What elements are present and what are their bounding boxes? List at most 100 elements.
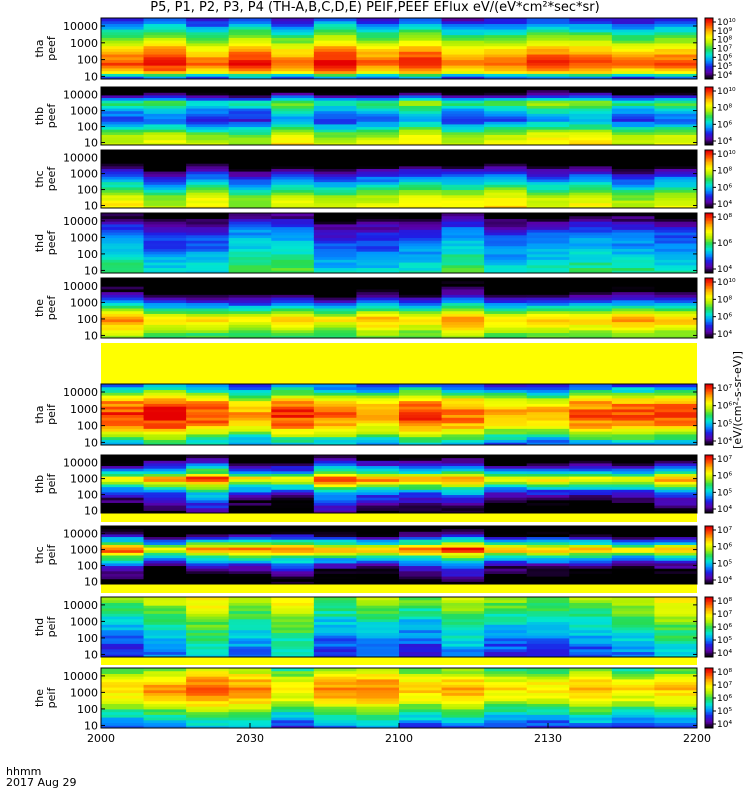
colorbar-step [705, 677, 713, 679]
heatmap-cell [271, 714, 315, 718]
heatmap-cell [356, 473, 400, 477]
heatmap-cell [101, 173, 145, 177]
heatmap-cell [143, 171, 187, 175]
heatmap-cell [228, 245, 272, 249]
heatmap-cell [313, 18, 357, 22]
heatmap-cell [399, 616, 443, 620]
heatmap-cell [356, 719, 400, 724]
heatmap-cell [356, 544, 400, 548]
heatmap-cell [101, 616, 145, 620]
heatmap-cell [441, 643, 485, 647]
heatmap-cell [143, 489, 187, 493]
heatmap-cell [271, 549, 315, 553]
heatmap-cell [654, 113, 698, 117]
y-tick-label: 1000 [70, 686, 98, 699]
heatmap-cell [271, 470, 315, 474]
heatmap-cell [313, 23, 357, 27]
heatmap-cell [143, 51, 187, 55]
colorbar-step [705, 42, 713, 45]
heatmap-cell [271, 18, 315, 22]
heatmap-cell [441, 687, 485, 691]
heatmap-cell [356, 681, 400, 685]
heatmap-cell [569, 229, 613, 233]
heatmap-cell [143, 481, 187, 485]
heatmap-cell [356, 578, 400, 582]
heatmap-cell [441, 602, 485, 606]
colorbar-step [705, 527, 713, 530]
heatmap-cell [271, 165, 315, 169]
heatmap-cell [143, 316, 187, 320]
colorbar-step [705, 393, 713, 396]
heatmap-cell [654, 291, 698, 295]
heatmap-cell [143, 121, 187, 125]
heatmap-cell [654, 403, 698, 407]
heatmap-cell [569, 703, 613, 707]
heatmap-cell [356, 714, 400, 718]
heatmap-cell [654, 335, 698, 339]
heatmap-cell [526, 406, 570, 410]
colorbar-step [705, 405, 713, 408]
heatmap-cell [569, 179, 613, 183]
heatmap-cell [356, 173, 400, 177]
heatmap-cell [441, 651, 485, 655]
heatmap-cell [143, 129, 187, 133]
heatmap-cell [441, 610, 485, 614]
colorbar-step [705, 139, 713, 142]
heatmap-cell [356, 218, 400, 222]
heatmap-cell [101, 243, 145, 247]
heatmap-cell [526, 436, 570, 440]
heatmap-cell [611, 251, 655, 255]
heatmap-cell [313, 121, 357, 125]
heatmap-cell [399, 205, 443, 209]
heatmap-cell [313, 494, 357, 498]
heatmap-cell [441, 570, 485, 574]
heatmap-cell [526, 137, 570, 141]
colorbar-step [705, 683, 713, 685]
heatmap-cell [271, 510, 315, 514]
heatmap-cell [143, 725, 187, 729]
heatmap-cell [186, 126, 230, 130]
heatmap-cell [441, 152, 485, 156]
heatmap-cell [143, 646, 187, 650]
heatmap-cell [611, 484, 655, 488]
heatmap-cell [484, 605, 528, 609]
heatmap-cell [654, 123, 698, 128]
heatmap-cell [484, 684, 528, 688]
heatmap-cell [484, 502, 528, 506]
heatmap-cell [271, 34, 315, 38]
y-tick-label: 10000 [63, 20, 98, 33]
colorbar-step [705, 130, 713, 133]
heatmap-cell [143, 173, 187, 177]
heatmap-cell [569, 613, 613, 617]
colorbar-step [705, 531, 713, 534]
heatmap-cell [313, 549, 357, 553]
heatmap-cell [399, 687, 443, 691]
colorbar-step [705, 121, 713, 124]
heatmap-cell [271, 215, 315, 219]
heatmap-cell [313, 305, 357, 309]
heatmap-cell [399, 618, 443, 623]
colorbar-step [705, 411, 713, 414]
y-tick-label: 10000 [63, 280, 98, 293]
colorbar-step [705, 704, 713, 706]
heatmap-cell [526, 549, 570, 553]
heatmap-cell [356, 725, 400, 729]
heatmap-cell [186, 256, 230, 260]
heatmap-cell [356, 484, 400, 488]
heatmap-cell [441, 462, 485, 467]
heatmap-cell [186, 386, 230, 391]
heatmap-cell [313, 711, 357, 715]
heatmap-cell [101, 576, 145, 580]
heatmap-cell [356, 648, 400, 653]
heatmap-cell [441, 549, 485, 553]
heatmap-cell [186, 646, 230, 650]
heatmap-cell [271, 92, 315, 96]
heatmap-cell [526, 100, 570, 104]
heatmap-cell [271, 632, 315, 636]
heatmap-cell [101, 624, 145, 628]
heatmap-cell [101, 89, 145, 93]
heatmap-cell [526, 700, 570, 704]
heatmap-cell [441, 232, 485, 236]
heatmap-cell [484, 417, 528, 421]
